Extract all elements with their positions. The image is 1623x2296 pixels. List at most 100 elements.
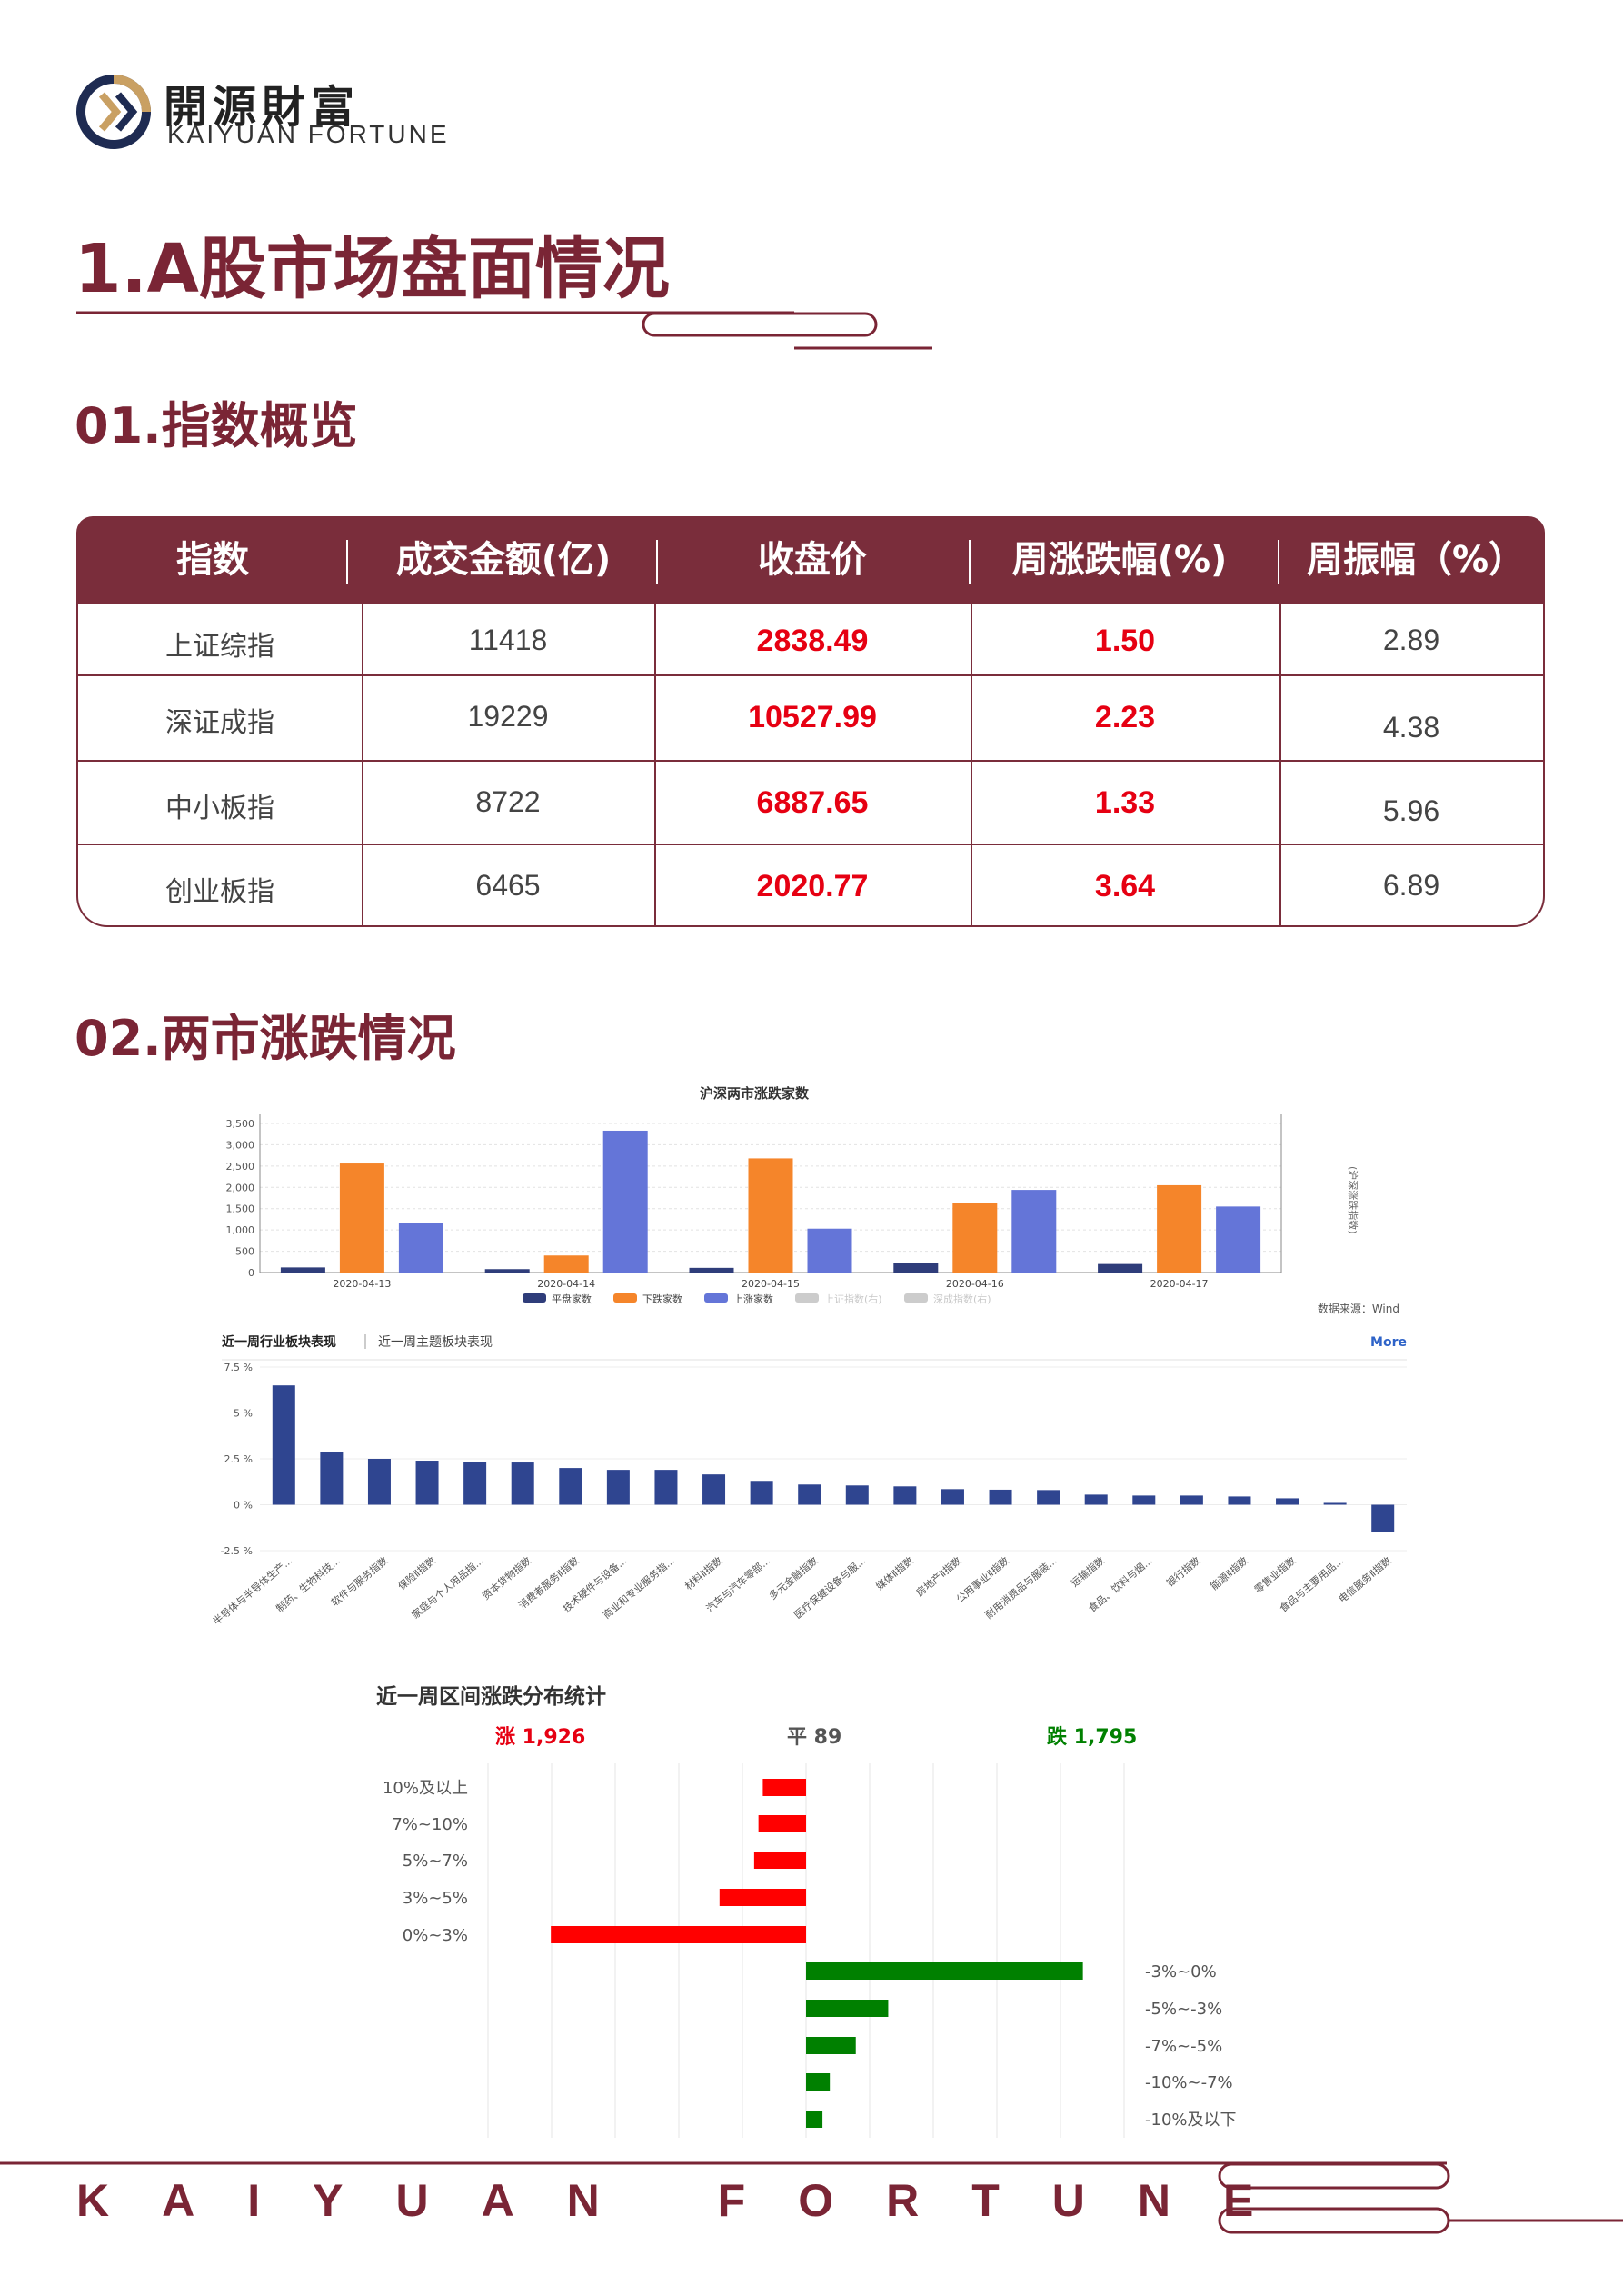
y-tick-label: 3,000 <box>226 1139 255 1151</box>
table-cell-name: 深证成指 <box>165 707 274 739</box>
table-cell-amplitude: 4.38 <box>1382 711 1440 744</box>
flat-count: 平 89 <box>787 1726 841 1749</box>
logo-english: KAIYUAN FORTUNE <box>167 120 450 148</box>
bar <box>339 1163 384 1273</box>
table-cell-change: 1.33 <box>1094 785 1156 820</box>
chart-title: 沪深两市涨跌家数 <box>700 1085 810 1102</box>
y-tick-label: 0 <box>248 1267 254 1279</box>
bar <box>702 1474 726 1505</box>
logo-icon <box>76 75 151 149</box>
bar <box>1228 1496 1251 1505</box>
row-divider <box>78 844 1543 845</box>
bar <box>806 2111 823 2128</box>
header-divider <box>346 540 348 584</box>
logo-chinese: 開源財富 <box>164 82 361 133</box>
y-tick-label: 5 % <box>234 1408 253 1420</box>
tab-industry[interactable]: 近一周行业板块表现 <box>222 1334 336 1350</box>
table-cell-amount: 8722 <box>475 785 541 818</box>
bar <box>750 1481 773 1505</box>
bar <box>415 1461 439 1505</box>
table-cell-change: 2.23 <box>1094 700 1156 734</box>
header-divider <box>1278 540 1279 584</box>
bar <box>1216 1206 1261 1273</box>
bar <box>272 1385 295 1505</box>
table-cell-name: 中小板指 <box>165 793 274 824</box>
y-tick-label: 1,500 <box>226 1203 255 1215</box>
bar <box>952 1203 998 1273</box>
bar <box>806 1962 1083 1980</box>
x-tick-label: 材料Ⅱ指数 <box>682 1554 725 1592</box>
bar <box>1323 1502 1347 1505</box>
y-tick-label: 3,500 <box>226 1118 255 1130</box>
table-cell-name: 创业板指 <box>165 876 274 908</box>
y-tick-label: 7%~10% <box>392 1815 468 1834</box>
table-body: 上证综指 11418 2838.49 1.50 2.89 深证成指 19229 … <box>76 604 1545 927</box>
bar <box>806 2000 889 2017</box>
table-cell-name: 上证综指 <box>165 631 274 663</box>
x-tick-label: 房地产Ⅱ指数 <box>913 1554 963 1600</box>
bar <box>719 1889 806 1906</box>
y-tick-label: -3%~0% <box>1145 1962 1217 1982</box>
section-title: 1.A股市场盘面情况 <box>75 230 670 308</box>
x-tick-label: 零售业指数 <box>1251 1554 1298 1596</box>
legend-label: 平盘家数 <box>552 1293 592 1305</box>
table-cell-amplitude: 6.89 <box>1382 869 1440 902</box>
y-tick-label: 7.5 % <box>224 1362 253 1373</box>
bar <box>280 1267 325 1273</box>
x-tick-label: 2020-04-13 <box>333 1278 391 1290</box>
table-cell-amount: 11418 <box>468 624 548 656</box>
bar <box>511 1462 534 1505</box>
legend-swatch <box>523 1293 546 1303</box>
bar <box>543 1255 589 1273</box>
y-tick-label: 2,500 <box>226 1161 255 1173</box>
bar <box>1276 1498 1299 1505</box>
data-source: 数据来源：Wind <box>1318 1302 1399 1315</box>
bar <box>758 1815 806 1832</box>
bar <box>367 1459 391 1505</box>
bar <box>807 1228 852 1273</box>
x-tick-label: 银行指数 <box>1164 1554 1203 1590</box>
x-tick-label: 运输指数 <box>1068 1554 1107 1590</box>
down-count: 跌 1,795 <box>1047 1726 1137 1749</box>
right-axis-label: (沪深涨跌指数) <box>1347 1166 1359 1234</box>
x-tick-label: 媒体Ⅱ指数 <box>873 1554 916 1592</box>
up-count: 涨 1,926 <box>495 1726 585 1749</box>
title-underline <box>76 311 932 350</box>
subtitle-market-breadth: 02.两市涨跌情况 <box>75 1010 456 1067</box>
column-divider <box>362 604 363 925</box>
bar <box>463 1462 487 1505</box>
bar <box>798 1484 821 1505</box>
header-change: 周涨跌幅(%) <box>1011 539 1228 581</box>
bar <box>1132 1495 1156 1505</box>
y-tick-label: 1,000 <box>226 1224 255 1236</box>
bar <box>1037 1490 1060 1505</box>
header-amount: 成交金额(亿) <box>395 539 612 581</box>
y-tick-label: 0%~3% <box>403 1926 468 1945</box>
bar <box>1011 1190 1057 1273</box>
y-tick-label: -10%~-7% <box>1145 2073 1233 2092</box>
column-divider <box>1279 604 1281 925</box>
row-divider <box>78 760 1543 762</box>
bar <box>989 1489 1012 1505</box>
legend-label: 深成指数(右) <box>933 1293 991 1305</box>
bar <box>1084 1494 1108 1505</box>
legend-swatch <box>704 1293 728 1303</box>
legend-swatch <box>795 1293 819 1303</box>
bar <box>893 1486 917 1505</box>
more-link[interactable]: More <box>1370 1335 1407 1350</box>
return-distribution-chart: 近一周区间涨跌分布统计 涨 1,926 平 89 跌 1,795 10%及以上 7… <box>376 1684 1237 2138</box>
bar <box>753 1852 806 1869</box>
bar <box>1157 1184 1202 1273</box>
y-tick-label: 3%~5% <box>403 1889 468 1908</box>
table-cell-amplitude: 5.96 <box>1382 794 1440 827</box>
bar <box>762 1779 806 1796</box>
y-tick-label: 5%~7% <box>403 1852 468 1871</box>
y-tick-label: -10%及以下 <box>1145 2111 1237 2130</box>
subtitle-index-overview: 01.指数概览 <box>75 397 358 454</box>
y-tick-label: -5%~-3% <box>1145 2000 1222 2019</box>
y-tick-label: 10%及以上 <box>383 1779 468 1798</box>
x-tick-label: 能源Ⅱ指数 <box>1208 1554 1250 1592</box>
x-tick-label: 2020-04-16 <box>946 1278 1004 1290</box>
tab-theme[interactable]: 近一周主题板块表现 <box>378 1335 493 1350</box>
y-tick-label: 500 <box>235 1246 254 1258</box>
